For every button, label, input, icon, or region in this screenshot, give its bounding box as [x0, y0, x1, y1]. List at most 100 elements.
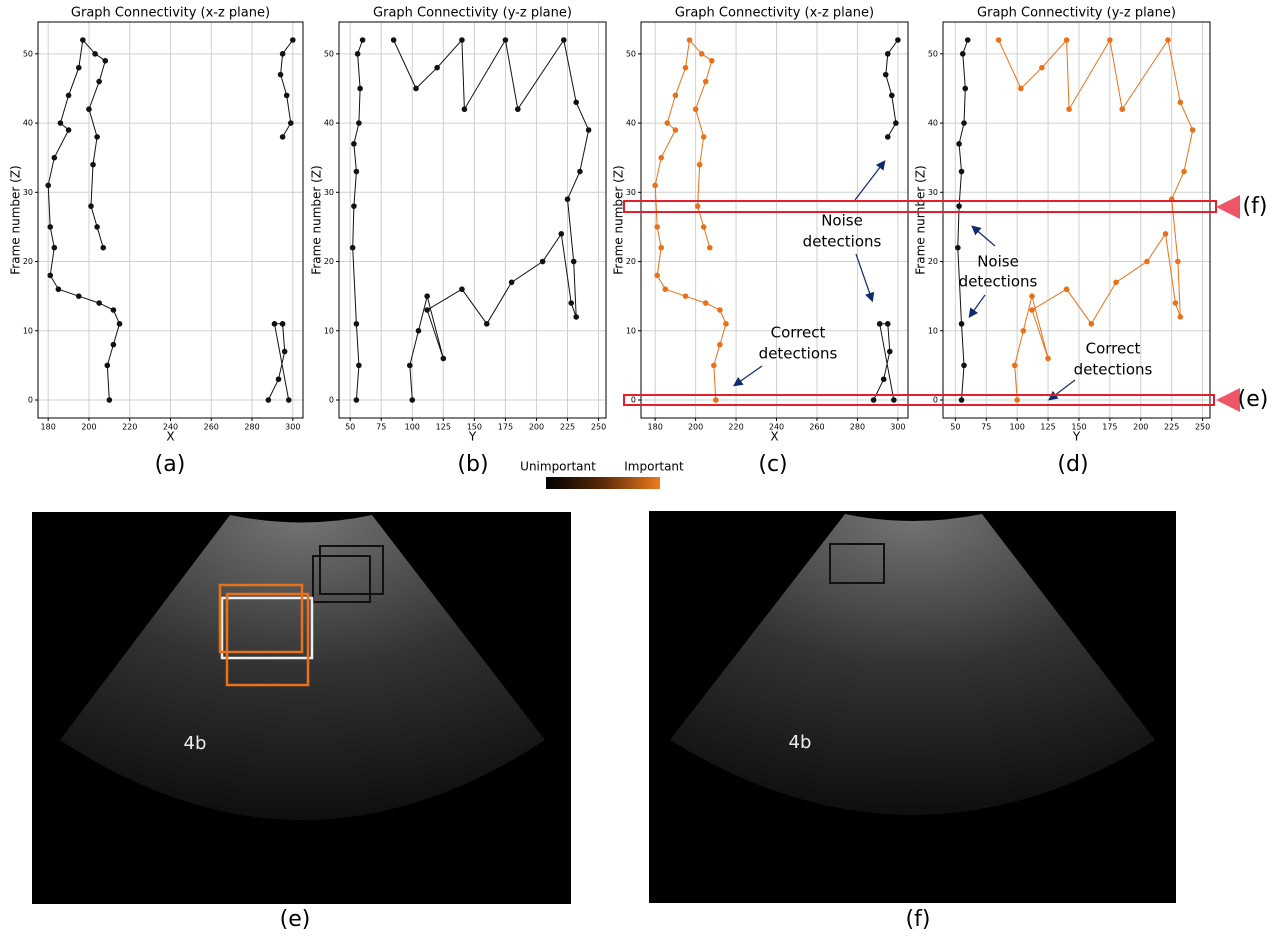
point [1089, 321, 1095, 327]
point [687, 37, 693, 43]
x-tick-label: 50 [950, 423, 960, 432]
point [354, 169, 360, 175]
point [286, 397, 292, 403]
annotation: detections [959, 273, 1038, 291]
point [434, 65, 440, 71]
y-tick-label: 0 [933, 396, 938, 405]
point [662, 286, 668, 292]
image-label: 4b [184, 733, 207, 754]
point [355, 51, 361, 57]
point [885, 51, 891, 57]
point [652, 183, 658, 189]
point [484, 321, 490, 327]
x-tick-label: 180 [648, 423, 663, 432]
point [955, 245, 961, 251]
point [88, 203, 94, 209]
point [56, 286, 62, 292]
x-tick-label: 280 [850, 423, 865, 432]
point [111, 307, 117, 313]
image-e: 4b (e) [32, 512, 571, 932]
point [282, 349, 288, 355]
marker-label: (f) [1243, 194, 1268, 219]
point [1173, 300, 1179, 306]
point [885, 321, 891, 327]
point [956, 203, 962, 209]
point [558, 231, 564, 237]
point [683, 65, 689, 71]
point [288, 120, 294, 126]
point [654, 224, 660, 230]
x-tick-label: 100 [405, 423, 420, 432]
point [94, 134, 100, 140]
y-tick-label: 40 [23, 119, 33, 128]
point [96, 79, 102, 85]
chart-title: Graph Connectivity (y-z plane) [977, 6, 1176, 21]
point [1144, 259, 1150, 265]
point [459, 37, 465, 43]
point [565, 196, 571, 202]
point [996, 37, 1002, 43]
chart: 18020022024026028030001020304050Graph Co… [9, 6, 304, 478]
point [586, 127, 592, 133]
annotation: Noise [977, 253, 1019, 271]
point [100, 245, 106, 251]
point [356, 120, 362, 126]
x-tick-label: 220 [728, 423, 743, 432]
figure: Unimportant Important 4b (e) 4b (f) 1802… [0, 0, 1282, 937]
x-tick-label: 175 [1102, 423, 1117, 432]
caption: (d) [1057, 452, 1088, 477]
point [424, 307, 430, 313]
point [695, 203, 701, 209]
point [1181, 169, 1187, 175]
annotation: Correct [771, 324, 826, 342]
point [1029, 307, 1035, 313]
x-tick-label: 200 [529, 423, 544, 432]
point [107, 397, 113, 403]
point [654, 273, 660, 279]
point [66, 127, 72, 133]
y-tick-label: 10 [626, 326, 636, 335]
plot-area [339, 22, 606, 418]
point [1178, 100, 1184, 106]
y-axis-label: Frame number (Z) [9, 165, 23, 274]
point [573, 314, 579, 320]
y-tick-label: 30 [324, 188, 334, 197]
x-tick-label: 225 [1164, 423, 1179, 432]
point [658, 245, 664, 251]
y-axis-label: Frame number (Z) [310, 165, 324, 274]
point [703, 79, 709, 85]
point [965, 37, 971, 43]
chart-title: Graph Connectivity (y-z plane) [373, 6, 572, 21]
caption: (c) [758, 452, 787, 477]
point [658, 155, 664, 161]
point [540, 259, 546, 265]
point [1064, 286, 1070, 292]
x-tick-label: 200 [81, 423, 96, 432]
point [960, 51, 966, 57]
point [1045, 356, 1051, 362]
y-tick-label: 50 [324, 49, 334, 58]
x-tick-label: 280 [244, 423, 259, 432]
point [1039, 65, 1045, 71]
point [416, 328, 422, 334]
point [893, 120, 899, 126]
y-tick-label: 0 [28, 396, 33, 405]
y-tick-label: 30 [626, 188, 636, 197]
x-tick-label: 260 [809, 423, 824, 432]
point [887, 349, 893, 355]
x-tick-label: 50 [345, 423, 355, 432]
point [45, 183, 51, 189]
y-tick-label: 20 [928, 257, 938, 266]
point [701, 224, 707, 230]
point [52, 245, 58, 251]
annotation: Noise [821, 212, 863, 230]
point [409, 397, 415, 403]
x-axis-label: Y [1072, 430, 1081, 444]
annotation: detections [803, 233, 882, 251]
point [284, 93, 290, 99]
point [407, 363, 413, 369]
x-tick-label: 225 [560, 423, 575, 432]
point [351, 141, 357, 147]
x-tick-label: 250 [591, 423, 606, 432]
caption: (b) [457, 452, 488, 477]
